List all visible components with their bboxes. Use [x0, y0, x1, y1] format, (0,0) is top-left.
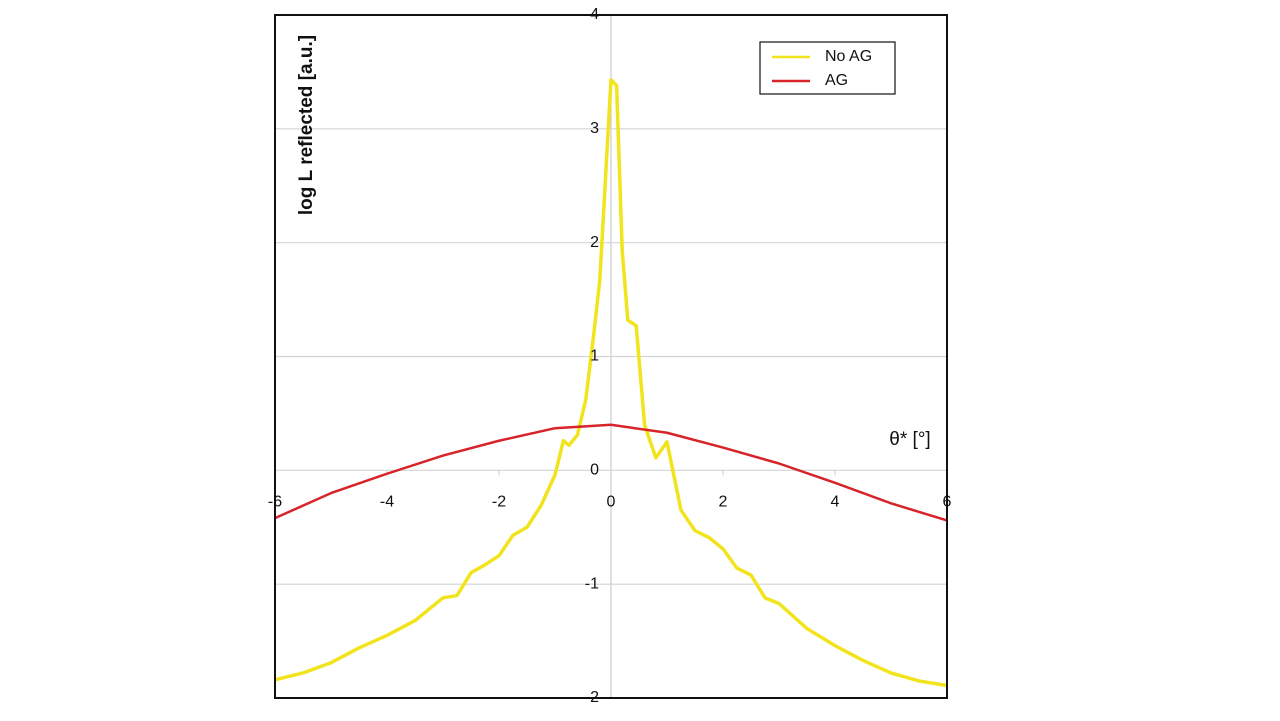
x-tick-label: 4 — [831, 494, 840, 511]
legend-label: No AG — [825, 48, 872, 65]
plot-frame — [274, 14, 948, 699]
legend: No AG AG — [759, 41, 896, 95]
series-line — [274, 78, 948, 688]
x-tick-label: 0 — [607, 494, 616, 511]
x-tick-label: 6 — [943, 494, 952, 511]
x-tick-label: -2 — [492, 494, 506, 511]
y-tick-label: 3 — [590, 120, 599, 137]
y-tick-label: -2 — [585, 689, 599, 706]
y-tick-label: 4 — [590, 6, 599, 23]
lines — [274, 78, 948, 688]
x-axis-label: θ* [°] — [889, 429, 930, 450]
y-tick-label: 1 — [590, 348, 599, 365]
x-tick-label: 2 — [719, 494, 728, 511]
y-tick-label: -1 — [585, 575, 599, 592]
y-tick-label: 2 — [590, 234, 599, 251]
y-tick-label: 0 — [590, 462, 599, 479]
legend-label: AG — [825, 72, 848, 89]
series-line — [274, 423, 948, 522]
x-tick-label: -4 — [380, 494, 394, 511]
legend-box — [759, 41, 896, 95]
y-axis-label: log L reflected [a.u.] — [296, 35, 317, 215]
x-tick-label: -6 — [268, 494, 282, 511]
